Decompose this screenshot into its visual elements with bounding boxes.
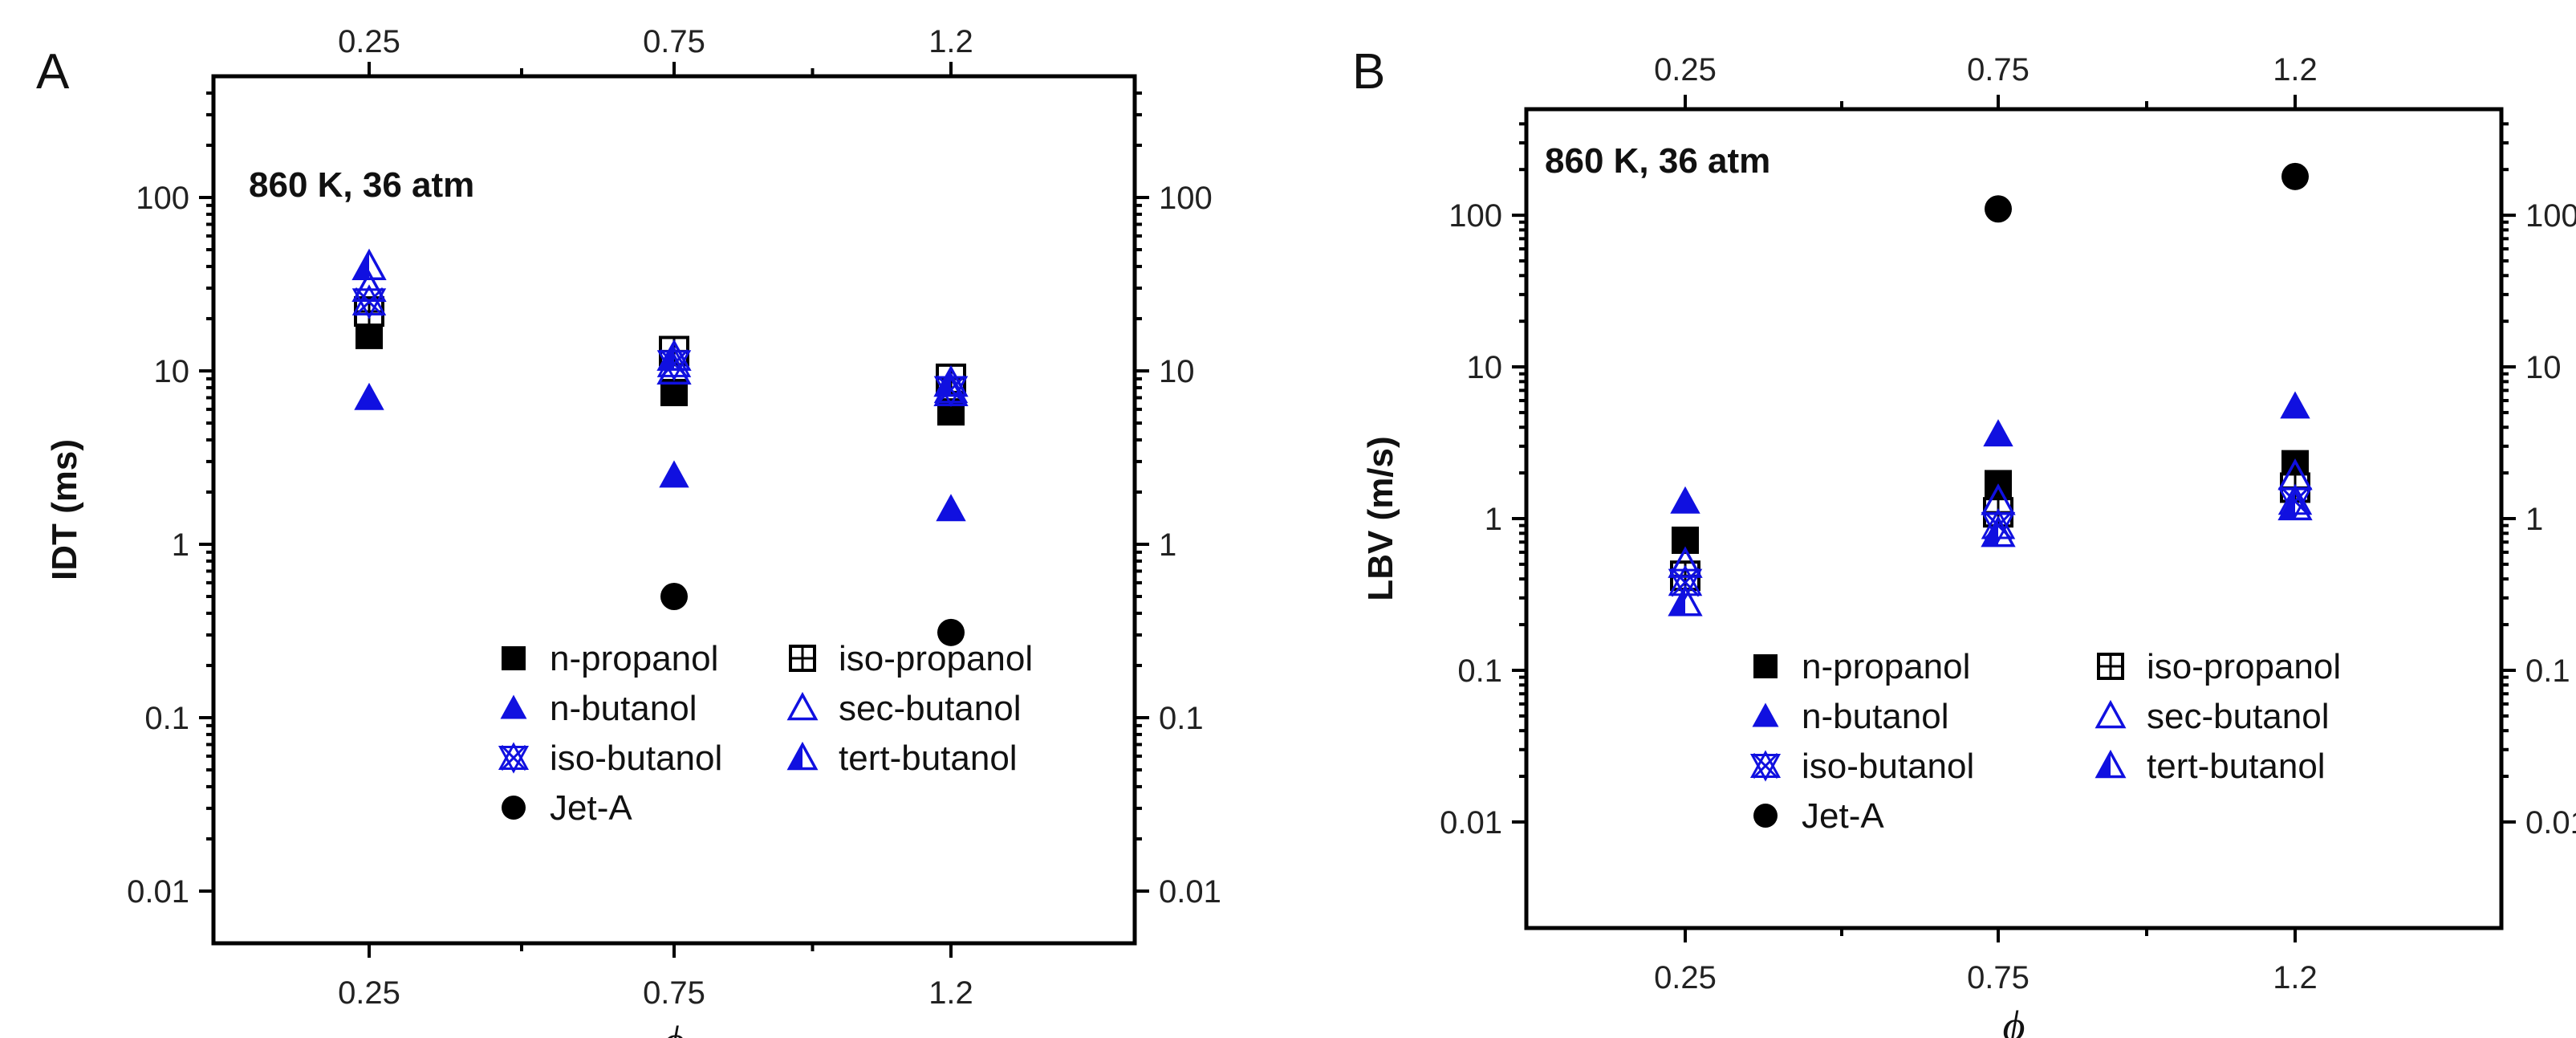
condition-annotation: 860 K, 36 atm	[249, 165, 474, 205]
y-tick-label-right: 0.01	[2525, 805, 2576, 841]
data-point-tert-butanol	[2277, 488, 2313, 521]
data-point-sec-butanol	[1668, 546, 1703, 578]
data-point-tert-butanol	[1981, 515, 2016, 547]
y-tick-label-left: 1	[1485, 502, 1502, 537]
x-tick-label-top: 0.75	[1967, 52, 2030, 88]
legend: n-propanol iso-propanol n-butanol sec-butan…	[1749, 647, 2341, 836]
x-tick-label-bottom: 0.75	[1967, 960, 2030, 995]
x-tick-label-top: 1.2	[2273, 52, 2318, 88]
data-point-iso-butanol	[351, 284, 387, 320]
y-tick-label-right: 10	[1159, 354, 1195, 389]
legend-label: sec-butanol	[2147, 697, 2329, 736]
legend-label: tert-butanol	[2147, 747, 2326, 786]
legend: n-propanol iso-propanol n-butanol sec-butan…	[498, 639, 1033, 828]
y-tick-label-right: 0.1	[2525, 653, 2570, 689]
x-tick-label-top: 0.25	[1654, 52, 1717, 88]
data-point-Jet-A	[1985, 195, 2012, 223]
x-axis-title: ϕ	[663, 1017, 685, 1038]
legend-marker-sec-butanol	[2095, 699, 2127, 729]
legend-label: iso-butanol	[1802, 747, 1974, 786]
y-tick-label-left: 100	[1448, 198, 1502, 234]
data-point-Jet-A	[660, 583, 688, 610]
plot-frame	[211, 74, 1137, 946]
legend-label: n-propanol	[550, 639, 718, 678]
y-tick-label-right: 100	[1159, 181, 1213, 216]
legend-marker-Jet-A	[502, 796, 526, 820]
legend-label: sec-butanol	[839, 689, 1021, 728]
data-point-n-butanol	[1983, 419, 2013, 447]
data-point-tert-butanol	[1668, 584, 1703, 617]
legend-label: Jet-A	[550, 788, 632, 828]
data-point-n-butanol	[2280, 391, 2310, 419]
legend-label: iso-propanol	[839, 639, 1033, 678]
legend-marker-iso-propanol	[789, 645, 816, 672]
data-point-n-butanol	[354, 382, 384, 410]
legend-marker-tert-butanol	[2095, 749, 2127, 779]
y-axis-title: LBV (m/s)	[1361, 436, 1400, 600]
panel-label: B	[1352, 44, 1385, 100]
y-tick-label-left: 100	[136, 181, 189, 216]
y-tick-label-left: 0.1	[144, 701, 189, 736]
y-tick-label-right: 1	[1159, 527, 1176, 563]
legend-label: iso-butanol	[550, 739, 722, 778]
y-tick-label-right: 10	[2525, 350, 2562, 385]
panel-label: A	[36, 44, 70, 100]
legend-label: Jet-A	[1802, 796, 1884, 836]
legend-marker-sec-butanol	[786, 691, 819, 721]
x-tick-label-bottom: 1.2	[928, 975, 973, 1011]
y-tick-label-left: 10	[154, 354, 190, 389]
legend-label: tert-butanol	[839, 739, 1018, 778]
legend-label: iso-propanol	[2147, 647, 2341, 686]
legend-label: n-butanol	[550, 689, 697, 728]
data-point-Jet-A	[937, 618, 965, 646]
data-point-n-butanol	[1670, 486, 1700, 514]
y-tick-label-left: 1	[172, 527, 189, 563]
legend-marker-n-propanol	[502, 646, 526, 670]
x-tick-label-bottom: 0.25	[1654, 960, 1717, 995]
x-tick-label-top: 1.2	[928, 24, 973, 59]
y-axis-title: IDT (ms)	[45, 439, 84, 580]
data-point-tert-butanol	[351, 248, 387, 280]
y-tick-label-right: 1	[2525, 502, 2543, 537]
x-tick-label-bottom: 0.75	[643, 975, 705, 1011]
legend-marker-iso-propanol	[2097, 653, 2124, 680]
legend-label: n-propanol	[1802, 647, 1970, 686]
y-tick-label-left: 10	[1467, 350, 1503, 385]
legend-label: n-butanol	[1802, 697, 1948, 736]
y-tick-label-left: 0.01	[1440, 805, 1502, 841]
y-tick-label-left: 0.1	[1457, 653, 1502, 689]
data-point-Jet-A	[2281, 162, 2309, 190]
panel-a: A 860 K, 36 atm 0.01 0.01 0.1 0.1 1 1 10 10 100 100…	[36, 24, 1221, 1038]
x-tick-label-bottom: 1.2	[2273, 960, 2318, 995]
x-tick-label-bottom: 0.25	[338, 975, 400, 1011]
data-point-tert-butanol	[933, 364, 969, 397]
legend-marker-Jet-A	[1753, 804, 1778, 828]
y-tick-label-right: 0.1	[1159, 701, 1204, 736]
legend-marker-n-propanol	[1753, 654, 1778, 678]
y-tick-label-right: 100	[2525, 198, 2576, 234]
x-tick-label-top: 0.25	[338, 24, 400, 59]
data-point-tert-butanol	[656, 339, 692, 371]
plot-frame	[1524, 107, 2504, 930]
y-tick-label-right: 0.01	[1159, 874, 1221, 910]
legend-marker-n-butanol	[1752, 702, 1779, 727]
legend-marker-n-butanol	[500, 694, 527, 719]
data-point-n-butanol	[936, 494, 966, 522]
condition-annotation: 860 K, 36 atm	[1545, 141, 1770, 181]
y-tick-label-left: 0.01	[127, 874, 189, 910]
legend-marker-tert-butanol	[786, 741, 819, 771]
x-tick-label-top: 0.75	[643, 24, 705, 59]
x-axis-title: ϕ	[2003, 1002, 2025, 1038]
legend-marker-iso-butanol	[1749, 750, 1782, 782]
legend-marker-iso-butanol	[498, 742, 530, 774]
panel-b: B 860 K, 36 atm 0.01 0.01 0.1 0.1 1 1 10 10 100 100…	[1352, 44, 2576, 1038]
data-point-n-butanol	[659, 460, 689, 488]
